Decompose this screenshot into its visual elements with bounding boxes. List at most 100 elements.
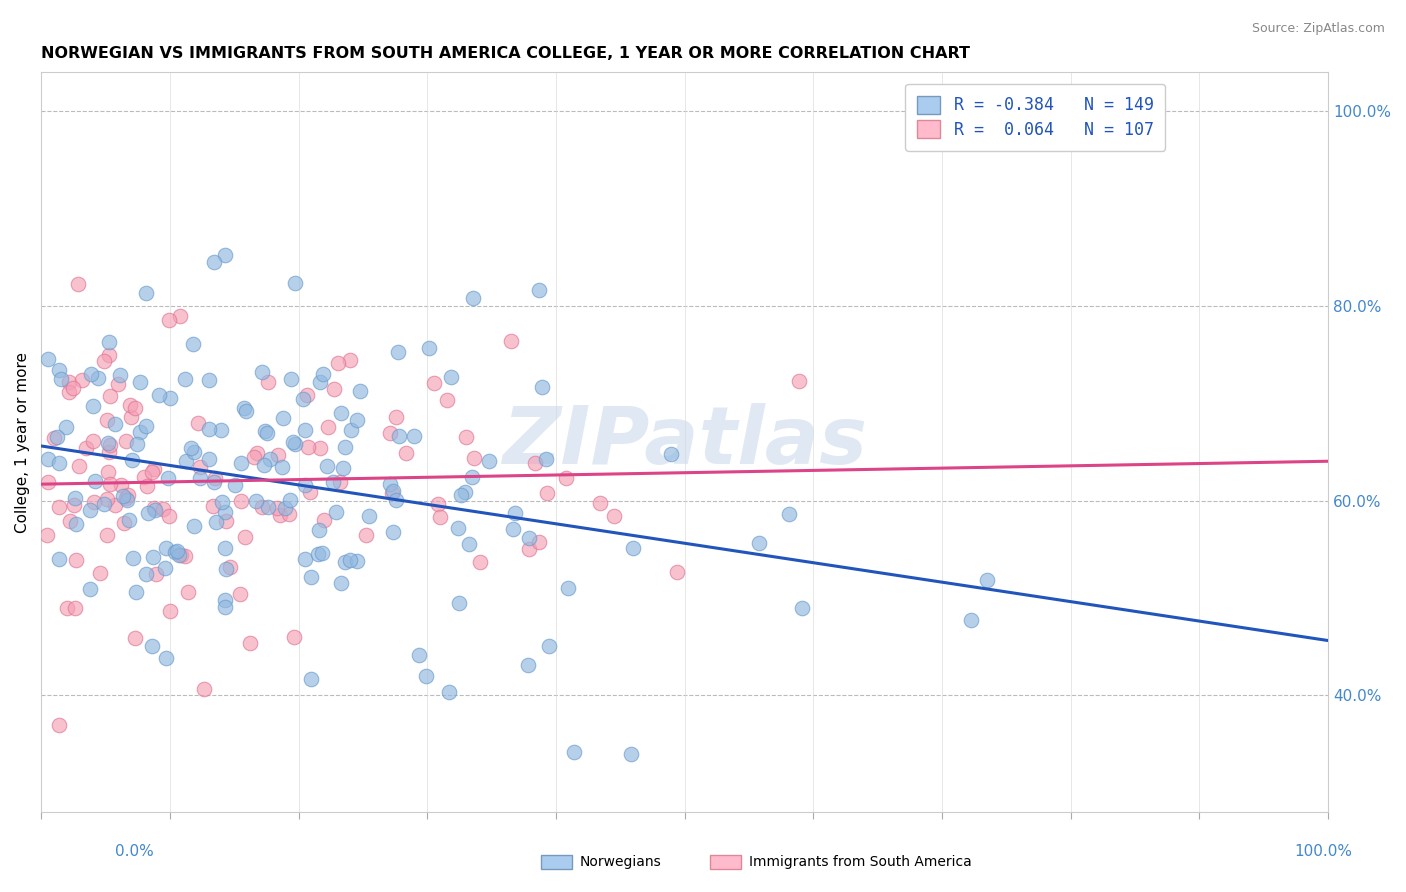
Point [250, 365, 273, 379]
Point [436, 393, 458, 408]
Point [112, 489, 135, 503]
Point [277, 507, 299, 521]
Point [388, 429, 411, 443]
Point [127, 437, 149, 451]
Point [148, 388, 170, 402]
Point [308, 375, 330, 389]
Point [112, 516, 135, 531]
Point [143, 503, 166, 517]
Point [97, 445, 120, 459]
Point [141, 466, 163, 480]
Point [37, 351, 59, 366]
Text: Immigrants from South America: Immigrants from South America [749, 855, 972, 869]
Point [316, 419, 339, 434]
Point [562, 746, 585, 760]
Point [65, 491, 87, 505]
Point [381, 524, 404, 539]
Point [235, 403, 257, 417]
Point [136, 506, 159, 520]
Point [309, 441, 332, 455]
Point [209, 423, 232, 437]
Point [273, 501, 295, 516]
Point [115, 434, 138, 449]
Point [98, 347, 121, 361]
Point [97, 465, 120, 479]
Y-axis label: College, 1 year or more: College, 1 year or more [15, 351, 30, 533]
Point [93, 354, 115, 368]
Point [529, 283, 551, 297]
Point [298, 484, 321, 499]
Point [55, 420, 77, 434]
Point [292, 392, 315, 406]
Point [267, 448, 290, 462]
Point [83, 474, 105, 488]
Point [188, 471, 211, 485]
Point [214, 505, 236, 519]
Point [166, 544, 188, 558]
Point [523, 457, 546, 471]
Point [136, 479, 159, 493]
Point [385, 409, 408, 424]
Point [176, 585, 198, 599]
Point [242, 450, 264, 465]
Point [271, 411, 294, 425]
Point [204, 471, 226, 485]
Point [461, 470, 484, 484]
Point [118, 398, 141, 412]
Point [65, 517, 87, 532]
Point [157, 312, 180, 326]
Point [145, 566, 167, 581]
Point [307, 547, 329, 561]
Point [205, 515, 228, 529]
Point [297, 440, 319, 454]
Point [299, 570, 322, 584]
Point [325, 505, 347, 519]
Point [502, 522, 524, 536]
Point [454, 430, 477, 444]
Text: NORWEGIAN VS IMMIGRANTS FROM SOUTH AMERICA COLLEGE, 1 YEAR OR MORE CORRELATION C: NORWEGIAN VS IMMIGRANTS FROM SOUTH AMERI… [41, 46, 970, 62]
Point [83, 494, 105, 508]
Point [280, 372, 302, 386]
Point [402, 429, 425, 443]
Point [294, 552, 316, 566]
Point [93, 497, 115, 511]
Point [197, 451, 219, 466]
Point [329, 475, 352, 489]
Point [256, 426, 278, 441]
Point [153, 561, 176, 575]
Point [323, 382, 346, 396]
Point [48, 456, 70, 470]
Point [42, 431, 65, 445]
Point [748, 536, 770, 550]
Point [65, 553, 87, 567]
Point [555, 471, 578, 485]
Point [534, 451, 557, 466]
Point [233, 530, 256, 544]
Point [193, 682, 215, 697]
Point [201, 499, 224, 513]
Point [79, 503, 101, 517]
Point [214, 248, 236, 262]
Point [37, 528, 59, 542]
Point [120, 409, 142, 424]
Point [211, 495, 233, 509]
Point [589, 495, 612, 509]
Point [155, 650, 177, 665]
Point [129, 375, 152, 389]
Point [440, 369, 463, 384]
Point [125, 584, 148, 599]
Point [157, 471, 180, 485]
Point [329, 406, 352, 420]
Point [159, 604, 181, 618]
Point [128, 425, 150, 439]
Point [104, 498, 127, 512]
Point [269, 508, 291, 522]
Point [215, 514, 238, 528]
Point [173, 549, 195, 563]
Point [82, 434, 104, 448]
Point [530, 380, 553, 394]
Point [82, 399, 104, 413]
Point [423, 376, 446, 390]
Point [357, 509, 380, 524]
Point [335, 555, 357, 569]
